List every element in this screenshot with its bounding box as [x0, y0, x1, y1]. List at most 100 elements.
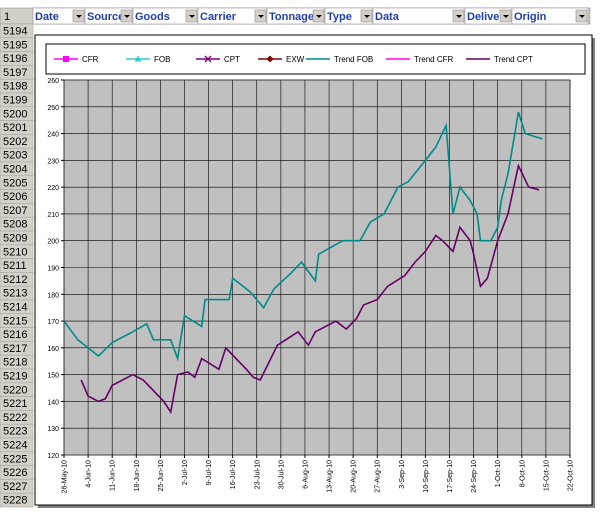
- filter-arrow: [456, 15, 462, 18]
- x-tick-label: 17-Sep-10: [447, 460, 454, 493]
- legend-label: Trend CFR: [414, 55, 453, 64]
- x-tick-label: 11-Jun-10: [110, 460, 117, 491]
- column-header-label: Source: [87, 11, 124, 23]
- column-header-label: Type: [327, 11, 352, 23]
- x-tick-label: 2-Jul-10: [182, 460, 189, 485]
- row-number: 5225: [3, 453, 27, 465]
- row-number: 5210: [3, 246, 27, 258]
- row-number: 5214: [3, 302, 27, 314]
- x-tick-label: 20-Aug-10: [351, 460, 358, 493]
- legend-marker: [266, 55, 274, 63]
- y-tick-label: 180: [47, 292, 59, 299]
- y-tick-label: 140: [47, 399, 59, 406]
- row-number: 5195: [3, 39, 27, 51]
- row-number: 5221: [3, 398, 27, 410]
- filter-arrow: [364, 15, 370, 18]
- column-header-label: Goods: [135, 11, 170, 23]
- x-tick-label: 23-Jul-10: [254, 460, 261, 489]
- x-tick-label: 3-Sep-10: [399, 460, 406, 489]
- row-number: 5211: [3, 260, 27, 272]
- column-header-label: Delive: [467, 11, 499, 23]
- row-number: 5215: [3, 315, 27, 327]
- x-tick-label: 16-Jul-10: [230, 460, 237, 489]
- row-number: 5224: [3, 440, 27, 452]
- column-header: [511, 7, 589, 25]
- row-number: 5197: [3, 67, 27, 79]
- column-header-label: Data: [375, 11, 400, 23]
- row-number: 5201: [3, 122, 27, 134]
- row-number: 5222: [3, 412, 27, 424]
- y-tick-label: 210: [47, 212, 59, 219]
- row-header: [0, 492, 34, 508]
- x-tick-label: 24-Sep-10: [471, 460, 478, 493]
- y-tick-label: 170: [47, 319, 59, 326]
- row-number: 5205: [3, 177, 27, 189]
- filter-arrow: [189, 15, 195, 18]
- x-tick-label: 8-Oct-10: [519, 460, 526, 487]
- legend-label: EXW: [286, 55, 305, 64]
- legend-label: CPT: [224, 55, 240, 64]
- row-number: 5219: [3, 371, 27, 383]
- column-header-label: Tonnage: [269, 11, 314, 23]
- y-tick-label: 250: [47, 105, 59, 112]
- row-number: 5208: [3, 219, 27, 231]
- x-tick-label: 6-Aug-10: [302, 460, 309, 489]
- column-header-label: Origin: [514, 11, 547, 23]
- x-tick-label: 18-Jun-10: [134, 460, 141, 492]
- row-number: 5204: [3, 164, 27, 176]
- x-tick-label: 25-Jun-10: [158, 460, 165, 492]
- row-number: 5228: [3, 495, 27, 507]
- filter-arrow: [124, 15, 130, 18]
- row-number: 5194: [3, 26, 27, 38]
- filter-arrow: [258, 15, 264, 18]
- row-number: 5223: [3, 426, 27, 438]
- x-tick-label: 15-Oct-10: [543, 460, 550, 491]
- row-number: 5209: [3, 233, 27, 245]
- row-number: 5227: [3, 481, 27, 493]
- filter-arrow: [579, 15, 585, 18]
- legend-marker: [63, 56, 69, 62]
- legend-marker: [204, 55, 212, 63]
- row-number: 5218: [3, 357, 27, 369]
- legend-label: FOB: [154, 55, 170, 64]
- filter-arrow: [503, 15, 509, 18]
- y-tick-label: 120: [47, 453, 59, 460]
- y-tick-label: 260: [47, 78, 59, 85]
- series-line: [80, 163, 540, 415]
- legend-marker: [134, 55, 142, 62]
- row-number: 5198: [3, 81, 27, 93]
- y-tick-label: 130: [47, 426, 59, 433]
- row-number: 5212: [3, 274, 27, 286]
- x-tick-label: 4-Jun-10: [86, 460, 93, 488]
- row-number: 5200: [3, 108, 27, 120]
- corner-label: 1: [4, 11, 10, 23]
- column-header-label: Carrier: [200, 11, 237, 23]
- x-tick-label: 9-Jul-10: [206, 460, 213, 485]
- y-tick-label: 200: [47, 239, 59, 246]
- x-tick-label: 28-May-10: [62, 460, 69, 494]
- x-tick-label: 27-Aug-10: [375, 460, 382, 493]
- y-tick-label: 160: [47, 346, 59, 353]
- legend-label: CFR: [82, 55, 99, 64]
- x-tick-label: 30-Jul-10: [278, 460, 285, 489]
- row-number: 5217: [3, 343, 27, 355]
- row-number: 5206: [3, 191, 27, 203]
- legend-label: Trend FOB: [334, 55, 373, 64]
- row-number: 5203: [3, 150, 27, 162]
- x-tick-label: 1-Oct-10: [495, 460, 502, 487]
- row-number: 5213: [3, 288, 27, 300]
- filter-arrow: [316, 15, 322, 18]
- row-number: 5226: [3, 467, 27, 479]
- row-number: 5220: [3, 384, 27, 396]
- row-number: 5202: [3, 136, 27, 148]
- y-tick-label: 240: [47, 132, 59, 139]
- x-tick-label: 22-Oct-10: [568, 460, 575, 491]
- y-tick-label: 230: [47, 158, 59, 165]
- filter-arrow: [76, 15, 82, 18]
- y-tick-label: 190: [47, 266, 59, 273]
- row-number: 5196: [3, 53, 27, 65]
- series-line: [63, 111, 543, 362]
- x-tick-label: 13-Aug-10: [327, 460, 334, 493]
- row-number: 5216: [3, 329, 27, 341]
